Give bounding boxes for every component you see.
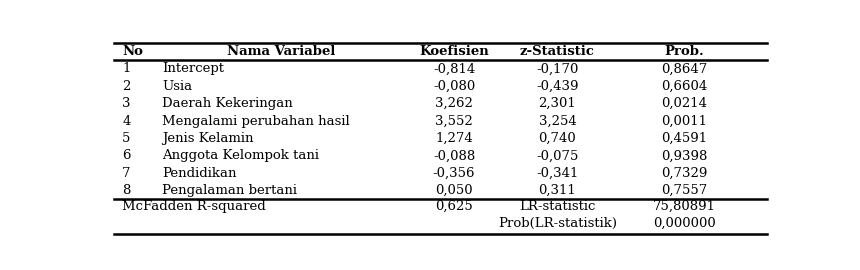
Text: 0,0214: 0,0214 — [661, 97, 707, 110]
Text: 0,9398: 0,9398 — [660, 149, 707, 162]
Text: Daerah Kekeringan: Daerah Kekeringan — [163, 97, 293, 110]
Text: 75,80891: 75,80891 — [653, 200, 716, 213]
Text: 0,0011: 0,0011 — [661, 114, 707, 127]
Text: 1: 1 — [122, 62, 131, 75]
Text: z-Statistic: z-Statistic — [520, 45, 595, 58]
Text: 6: 6 — [122, 149, 131, 162]
Text: 3,254: 3,254 — [538, 114, 576, 127]
Text: 1,274: 1,274 — [435, 132, 473, 145]
Text: Usia: Usia — [163, 80, 193, 93]
Text: 0,050: 0,050 — [435, 184, 473, 197]
Text: 5: 5 — [122, 132, 131, 145]
Text: 0,8647: 0,8647 — [660, 62, 707, 75]
Text: Nama Variabel: Nama Variabel — [226, 45, 335, 58]
Text: 3: 3 — [122, 97, 131, 110]
Text: 0,000000: 0,000000 — [653, 217, 716, 230]
Text: Jenis Kelamin: Jenis Kelamin — [163, 132, 254, 145]
Text: Mengalami perubahan hasil: Mengalami perubahan hasil — [163, 114, 350, 127]
Text: 2,301: 2,301 — [538, 97, 576, 110]
Text: 0,4591: 0,4591 — [661, 132, 707, 145]
Text: -0,075: -0,075 — [536, 149, 579, 162]
Text: Anggota Kelompok tani: Anggota Kelompok tani — [163, 149, 319, 162]
Text: -0,341: -0,341 — [536, 167, 579, 180]
Text: Pengalaman bertani: Pengalaman bertani — [163, 184, 298, 197]
Text: -0,356: -0,356 — [433, 167, 476, 180]
Text: 3,552: 3,552 — [435, 114, 473, 127]
Text: -0,170: -0,170 — [536, 62, 579, 75]
Text: Intercept: Intercept — [163, 62, 224, 75]
Text: Pendidikan: Pendidikan — [163, 167, 236, 180]
Text: Prob(LR-statistik): Prob(LR-statistik) — [498, 217, 617, 230]
Text: 2: 2 — [122, 80, 131, 93]
Text: 7: 7 — [122, 167, 131, 180]
Text: -0,088: -0,088 — [433, 149, 476, 162]
Text: No: No — [122, 45, 143, 58]
Text: 0,6604: 0,6604 — [660, 80, 707, 93]
Text: -0,814: -0,814 — [433, 62, 476, 75]
Text: 0,740: 0,740 — [538, 132, 576, 145]
Text: -0,080: -0,080 — [433, 80, 476, 93]
Text: -0,439: -0,439 — [536, 80, 579, 93]
Text: McFadden R-squared: McFadden R-squared — [122, 200, 266, 213]
Text: 0,311: 0,311 — [538, 184, 576, 197]
Text: Prob.: Prob. — [664, 45, 703, 58]
Text: LR-statistic: LR-statistic — [519, 200, 596, 213]
Text: 4: 4 — [122, 114, 131, 127]
Text: 3,262: 3,262 — [435, 97, 473, 110]
Text: 8: 8 — [122, 184, 131, 197]
Text: Koefisien: Koefisien — [419, 45, 489, 58]
Text: 0,7557: 0,7557 — [660, 184, 707, 197]
Text: 0,7329: 0,7329 — [660, 167, 707, 180]
Text: 0,625: 0,625 — [435, 200, 473, 213]
